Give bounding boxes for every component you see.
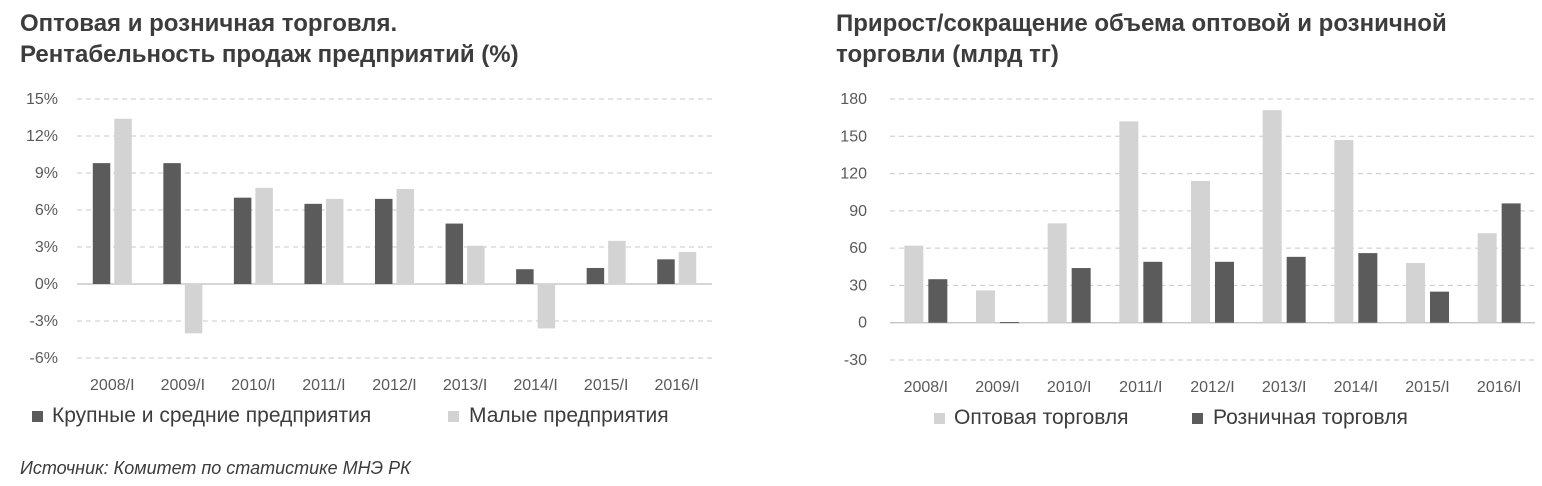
bar-series-2 (928, 279, 948, 323)
x-tick-label: 2016/I (1477, 379, 1521, 396)
legend-label: Крупные и средние предприятия (52, 404, 371, 427)
bar-series-2 (1000, 322, 1019, 324)
bar-series-2 (537, 284, 556, 329)
x-tick-label: 2016/I (654, 377, 698, 394)
x-tick-label: 2013/I (443, 377, 487, 394)
bar-series-2 (1358, 253, 1378, 323)
bar-series-1 (233, 197, 252, 284)
bar-series-2 (1215, 261, 1234, 323)
legend-label: Розничная торговля (1213, 406, 1408, 429)
bar-series-1 (163, 163, 181, 284)
chart-title-line-2: торговли (млрд тг) (836, 41, 1059, 68)
bar-series-1 (1477, 233, 1497, 323)
legend-label: Малые предприятия (469, 404, 669, 427)
y-tick-label: 150 (840, 128, 867, 145)
legend-swatch (934, 413, 945, 424)
source-note: Источник: Комитет по статистике МНЭ РК (20, 458, 411, 478)
bar-series-2 (114, 118, 132, 284)
chart-title-profitability: Оптовая и розничная торговля. Рентабельн… (20, 8, 519, 70)
bar-series-2 (1286, 256, 1306, 323)
chart-title-trade-volume: Прирост/сокращение объема оптовой и розн… (836, 8, 1447, 70)
x-tick-label: 2011/I (1119, 379, 1162, 396)
bar-series-2 (1071, 268, 1091, 323)
y-tick-label: 0 (858, 315, 867, 332)
x-tick-label: 2012/I (1190, 379, 1234, 396)
bar-series-2 (255, 187, 273, 284)
x-tick-label: 2010/I (1047, 379, 1091, 396)
legend-swatch (1192, 413, 1203, 424)
y-tick-label: 120 (840, 166, 867, 183)
chart-title-line-1: Оптовая и розничная торговля. (20, 10, 398, 37)
chart-title-line-1: Прирост/сокращение объема оптовой и розн… (836, 10, 1447, 37)
x-tick-label: 2015/I (584, 377, 628, 394)
bar-series-2 (1143, 261, 1163, 323)
bar-series-2 (325, 198, 344, 284)
bar-series-1 (516, 269, 534, 284)
bar-series-1 (904, 245, 924, 323)
y-tick-label: 9% (35, 165, 58, 182)
chart-title-line-2: Рентабельность продаж предприятий (%) (20, 41, 519, 68)
bar-series-2 (1430, 291, 1449, 323)
bar-series-2 (678, 251, 697, 284)
bar-series-1 (976, 290, 995, 323)
x-tick-label: 2013/I (1262, 379, 1306, 396)
x-tick-label: 2008/I (90, 377, 134, 394)
bar-series-1 (586, 267, 605, 284)
x-tick-label: 2015/I (1405, 379, 1449, 396)
x-tick-label: 2012/I (372, 377, 416, 394)
x-tick-label: 2014/I (513, 377, 557, 394)
y-tick-label: 15% (26, 91, 58, 108)
y-tick-label: 30 (849, 277, 867, 294)
bar-series-1 (1191, 181, 1210, 323)
bar-series-2 (396, 189, 414, 284)
x-tick-label: 2008/I (904, 379, 948, 396)
bar-series-2 (1501, 203, 1521, 323)
bar-series-1 (1047, 223, 1067, 323)
bar-series-1 (657, 259, 675, 284)
bar-series-1 (375, 198, 393, 284)
x-tick-label: 2014/I (1334, 379, 1378, 396)
bar-series-1 (1334, 140, 1354, 323)
bar-series-1 (1262, 110, 1282, 323)
bar-series-1 (304, 203, 322, 284)
bar-series-2 (184, 284, 203, 334)
legend-swatch (32, 411, 43, 422)
y-tick-label: 6% (35, 202, 58, 219)
x-tick-label: 2009/I (161, 377, 205, 394)
y-tick-label: 12% (26, 128, 58, 145)
y-tick-label: -6% (30, 350, 58, 367)
bar-series-1 (1119, 121, 1139, 323)
y-tick-label: 3% (35, 239, 58, 256)
bar-series-1 (445, 223, 464, 284)
x-tick-label: 2010/I (231, 377, 275, 394)
legend-swatch (448, 411, 459, 422)
y-tick-label: -3% (30, 313, 58, 330)
bar-series-1 (92, 163, 111, 284)
y-tick-label: 90 (849, 203, 867, 220)
bar-series-2 (467, 245, 485, 284)
x-tick-label: 2011/I (302, 377, 345, 394)
legend-label: Оптовая торговля (954, 406, 1129, 429)
x-tick-label: 2009/I (975, 379, 1019, 396)
bar-series-1 (1406, 263, 1425, 323)
y-tick-label: -30 (844, 352, 867, 369)
y-tick-label: 0% (35, 276, 58, 293)
bar-series-2 (608, 240, 626, 284)
y-tick-label: 180 (840, 91, 867, 108)
y-tick-label: 60 (849, 240, 867, 257)
